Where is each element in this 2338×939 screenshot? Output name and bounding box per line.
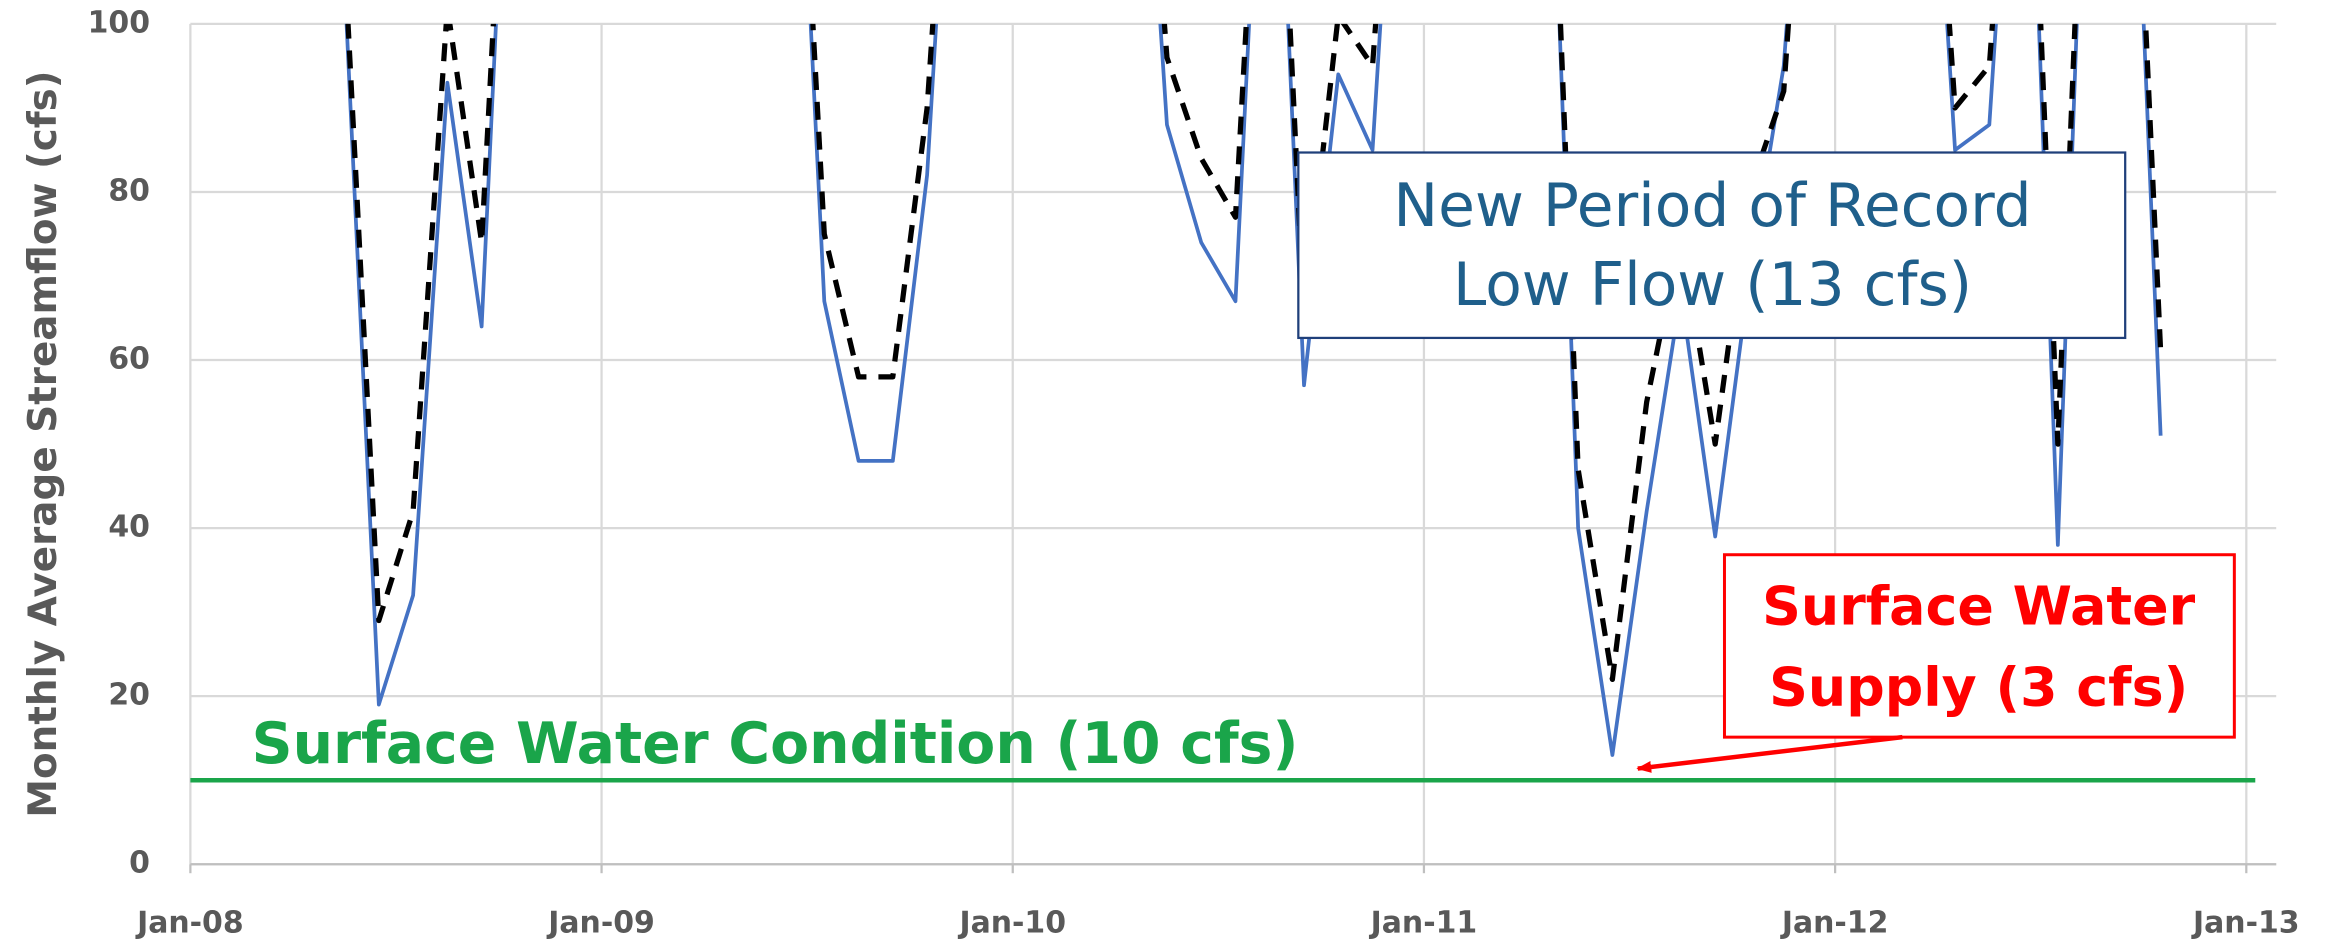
y-tick-label: 80 xyxy=(108,173,150,208)
annotation-text: Surface Water xyxy=(1762,575,2195,638)
y-axis-label: Monthly Average Streamflow (cfs) xyxy=(21,70,66,817)
x-tick-label: Jan-12 xyxy=(1780,906,1889,939)
x-tick-label: Jan-11 xyxy=(1369,906,1478,939)
annotation-text: Low Flow (13 cfs) xyxy=(1453,250,1972,320)
annotation-box xyxy=(1722,553,2236,739)
annotation-text: New Period of Record xyxy=(1393,171,2031,241)
y-tick-label: 0 xyxy=(129,846,150,881)
y-tick-label: 60 xyxy=(108,342,150,377)
y-tick-label: 100 xyxy=(88,5,150,40)
annotation-text: Supply (3 cfs) xyxy=(1769,655,2188,718)
y-tick-label: 40 xyxy=(108,510,150,545)
series-line xyxy=(345,23,2164,682)
x-tick-label: Jan-08 xyxy=(135,906,244,939)
x-tick-label: Jan-09 xyxy=(546,906,655,939)
x-tick-label: Jan-10 xyxy=(957,906,1066,939)
x-tick-label: Jan-13 xyxy=(2191,906,2300,939)
series-line xyxy=(344,23,2163,757)
annotation-box xyxy=(1297,151,2127,340)
reference-label: Surface Water Condition (10 cfs) xyxy=(252,711,1299,777)
annotation-arrow xyxy=(1636,734,1903,773)
y-tick-label: 20 xyxy=(108,678,150,713)
